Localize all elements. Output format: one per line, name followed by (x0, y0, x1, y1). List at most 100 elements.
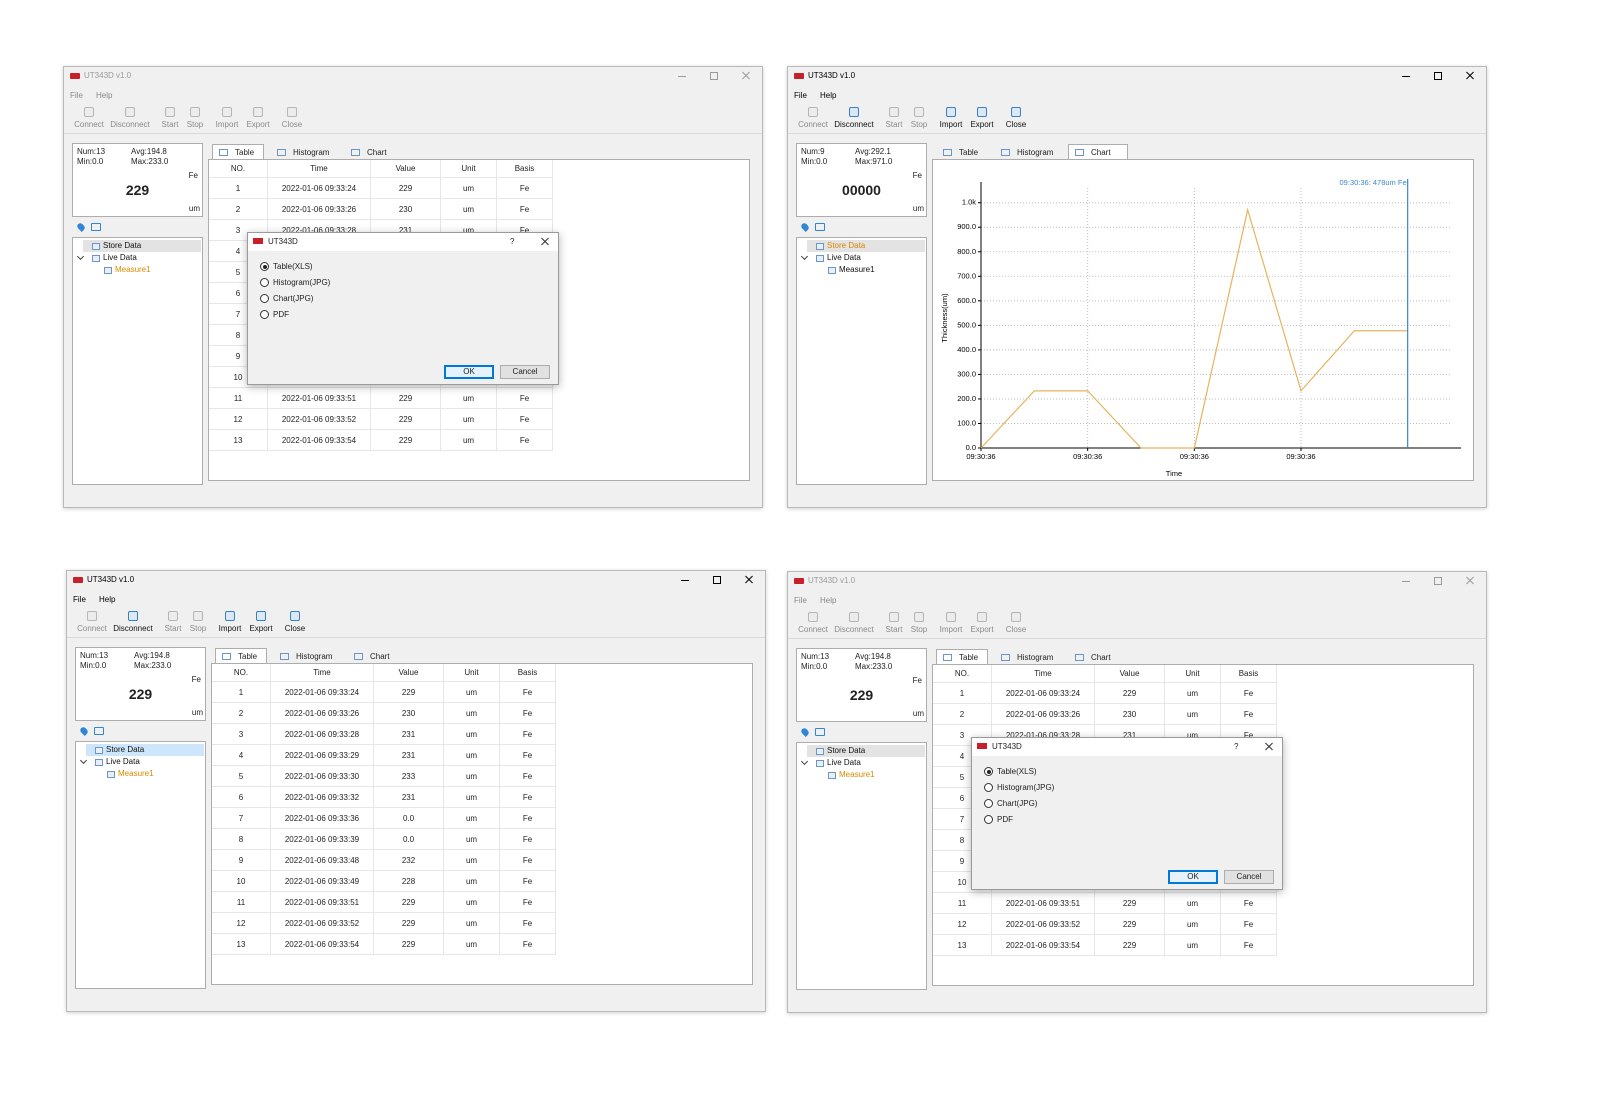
table-cell: 229 (374, 892, 444, 913)
menu-item[interactable]: File (70, 91, 83, 100)
radio-option[interactable]: Table(XLS) (260, 261, 380, 273)
close-button[interactable] (740, 70, 752, 82)
tab[interactable]: Table (212, 144, 264, 160)
tab[interactable]: Chart (347, 648, 407, 664)
tab[interactable]: Table (215, 648, 267, 664)
toolbar-button[interactable]: Export (236, 105, 280, 131)
dialog-close[interactable] (1264, 741, 1274, 751)
toolbar-button[interactable]: Connect (791, 610, 835, 636)
minimize-button[interactable] (1402, 76, 1410, 77)
tree-item[interactable]: Store Data (827, 746, 866, 755)
tree-item[interactable]: Measure1 (118, 769, 154, 778)
tree-item[interactable]: Store Data (827, 241, 866, 250)
tree-item[interactable]: Live Data (827, 253, 861, 262)
close-button[interactable] (1464, 575, 1476, 587)
radio-option[interactable]: PDF (260, 309, 380, 321)
tab[interactable]: Histogram (994, 649, 1060, 665)
toolbar-button[interactable]: Import (929, 105, 973, 131)
toolbar-button[interactable]: Disconnect (832, 610, 876, 636)
toolbar-button[interactable]: Export (239, 609, 283, 635)
dialog-help[interactable]: ? (510, 237, 515, 246)
ok-button[interactable]: OK (444, 365, 494, 379)
tab[interactable]: Table (936, 649, 988, 665)
toolbar-button[interactable]: Disconnect (832, 105, 876, 131)
app-window: UT343D v1.0 File Help Connect Disconnect Star… (787, 571, 1487, 1013)
device-icon[interactable] (91, 223, 101, 231)
toolbar-button[interactable]: Start (151, 609, 195, 635)
toolbar-button[interactable]: Import (929, 610, 973, 636)
radio-option[interactable]: Chart(JPG) (260, 293, 380, 305)
tree-expander[interactable] (76, 252, 85, 261)
tree-expander[interactable] (800, 757, 809, 766)
toolbar-button[interactable]: Close (273, 609, 317, 635)
toolbar-button[interactable]: Close (994, 610, 1038, 636)
tree-item[interactable]: Store Data (103, 241, 142, 250)
tree-item[interactable]: Live Data (106, 757, 140, 766)
toolbar-button[interactable]: Close (994, 105, 1038, 131)
menu-item[interactable]: File (73, 595, 86, 604)
menu-item[interactable]: Help (96, 91, 113, 100)
tab[interactable]: Histogram (994, 144, 1060, 160)
tab[interactable]: Table (936, 144, 988, 160)
menu-item[interactable]: Help (99, 595, 116, 604)
tab[interactable]: Histogram (273, 648, 339, 664)
minimize-button[interactable] (678, 76, 686, 77)
minimize-button[interactable] (681, 580, 689, 581)
tree-item[interactable]: Live Data (827, 758, 861, 767)
toolbar-button[interactable]: Import (205, 105, 249, 131)
toolbar-button[interactable]: Export (960, 105, 1004, 131)
maximize-button[interactable] (1434, 577, 1442, 585)
toolbar-button[interactable]: Close (270, 105, 314, 131)
tab[interactable]: Chart (344, 144, 404, 160)
location-icon[interactable] (76, 222, 86, 232)
toolbar-button[interactable]: Disconnect (108, 105, 152, 131)
maximize-button[interactable] (1434, 72, 1442, 80)
toolbar-button[interactable]: Start (148, 105, 192, 131)
dialog-close[interactable] (540, 236, 550, 246)
tab[interactable]: Chart (1068, 649, 1128, 665)
device-icon[interactable] (815, 223, 825, 231)
tree-item[interactable]: Measure1 (839, 770, 875, 779)
toolbar-button[interactable]: Stop (176, 609, 220, 635)
cancel-button[interactable]: Cancel (500, 365, 550, 379)
table-header: Value (374, 664, 444, 682)
cancel-button[interactable]: Cancel (1224, 870, 1274, 884)
maximize-button[interactable] (713, 576, 721, 584)
radio-option[interactable]: Histogram(JPG) (984, 782, 1104, 794)
radio-option[interactable]: PDF (984, 814, 1104, 826)
toolbar-button[interactable]: Stop (897, 610, 941, 636)
menu-item[interactable]: Help (820, 91, 837, 100)
tab[interactable]: Histogram (270, 144, 336, 160)
toolbar-button[interactable]: Connect (67, 105, 111, 131)
tree-item[interactable]: Store Data (106, 745, 145, 754)
toolbar-button[interactable]: Stop (173, 105, 217, 131)
toolbar-button[interactable]: Connect (70, 609, 114, 635)
maximize-button[interactable] (710, 72, 718, 80)
menu-item[interactable]: File (794, 91, 807, 100)
radio-option[interactable]: Chart(JPG) (984, 798, 1104, 810)
close-button[interactable] (743, 574, 755, 586)
tree-item[interactable]: Measure1 (115, 265, 151, 274)
radio-option[interactable]: Histogram(JPG) (260, 277, 380, 289)
dialog-help[interactable]: ? (1234, 742, 1239, 751)
ok-button[interactable]: OK (1168, 870, 1218, 884)
tree-item[interactable]: Measure1 (839, 265, 875, 274)
minimize-button[interactable] (1402, 581, 1410, 582)
tab[interactable]: Chart (1068, 144, 1128, 160)
device-icon[interactable] (815, 728, 825, 736)
toolbar-button[interactable]: Connect (791, 105, 835, 131)
toolbar-button[interactable]: Disconnect (111, 609, 155, 635)
tree-expander[interactable] (79, 756, 88, 765)
toolbar-button[interactable]: Start (872, 610, 916, 636)
toolbar-button[interactable]: Start (872, 105, 916, 131)
radio-option[interactable]: Table(XLS) (984, 766, 1104, 778)
location-icon[interactable] (800, 727, 810, 737)
tree-item[interactable]: Live Data (103, 253, 137, 262)
menu-item[interactable]: Help (820, 596, 837, 605)
toolbar-button[interactable]: Stop (897, 105, 941, 131)
location-icon[interactable] (79, 726, 89, 736)
menu-item[interactable]: File (794, 596, 807, 605)
toolbar-button[interactable]: Export (960, 610, 1004, 636)
device-icon[interactable] (94, 727, 104, 735)
toolbar-button[interactable]: Import (208, 609, 252, 635)
